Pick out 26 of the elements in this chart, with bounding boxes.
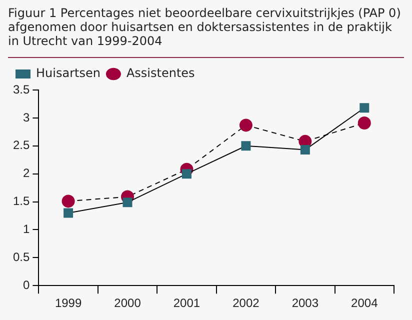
x-tick-label: 2003 xyxy=(292,296,319,310)
legend-label: Huisartsen xyxy=(36,66,100,80)
chart-title: Figuur 1 Percentages niet beoordeelbare cervixuitstrijkjes (PAP 0) afgenomen door huisartsen en doktersassistentes in de praktijk in Utrecht van 1999-2004 xyxy=(8,6,402,48)
point xyxy=(241,141,251,151)
y-tick-label: 2.5 xyxy=(12,138,30,152)
y-tick-label: 2 xyxy=(22,166,30,180)
x-tick-label: 2001 xyxy=(173,296,200,310)
y-tick-label: 0.5 xyxy=(12,250,30,264)
point xyxy=(62,194,75,208)
y-tick-label: 3 xyxy=(22,110,30,124)
point xyxy=(300,145,310,155)
y-tick-label: 3.5 xyxy=(12,82,30,96)
point xyxy=(64,208,74,218)
x-tick-label: 2002 xyxy=(232,296,260,310)
point xyxy=(122,198,132,208)
y-tick-label: 1.5 xyxy=(12,194,30,208)
point xyxy=(360,103,370,113)
x-tick-label: 2000 xyxy=(114,296,142,310)
point xyxy=(358,116,371,130)
x-tick-label: 2004 xyxy=(351,296,378,310)
y-tick-label: 0 xyxy=(22,278,30,292)
point xyxy=(239,118,252,132)
y-tick-label: 1 xyxy=(22,222,30,236)
x-tick-label: 1999 xyxy=(54,296,82,310)
legend-label: Assistentes xyxy=(126,66,195,80)
point xyxy=(182,169,192,179)
